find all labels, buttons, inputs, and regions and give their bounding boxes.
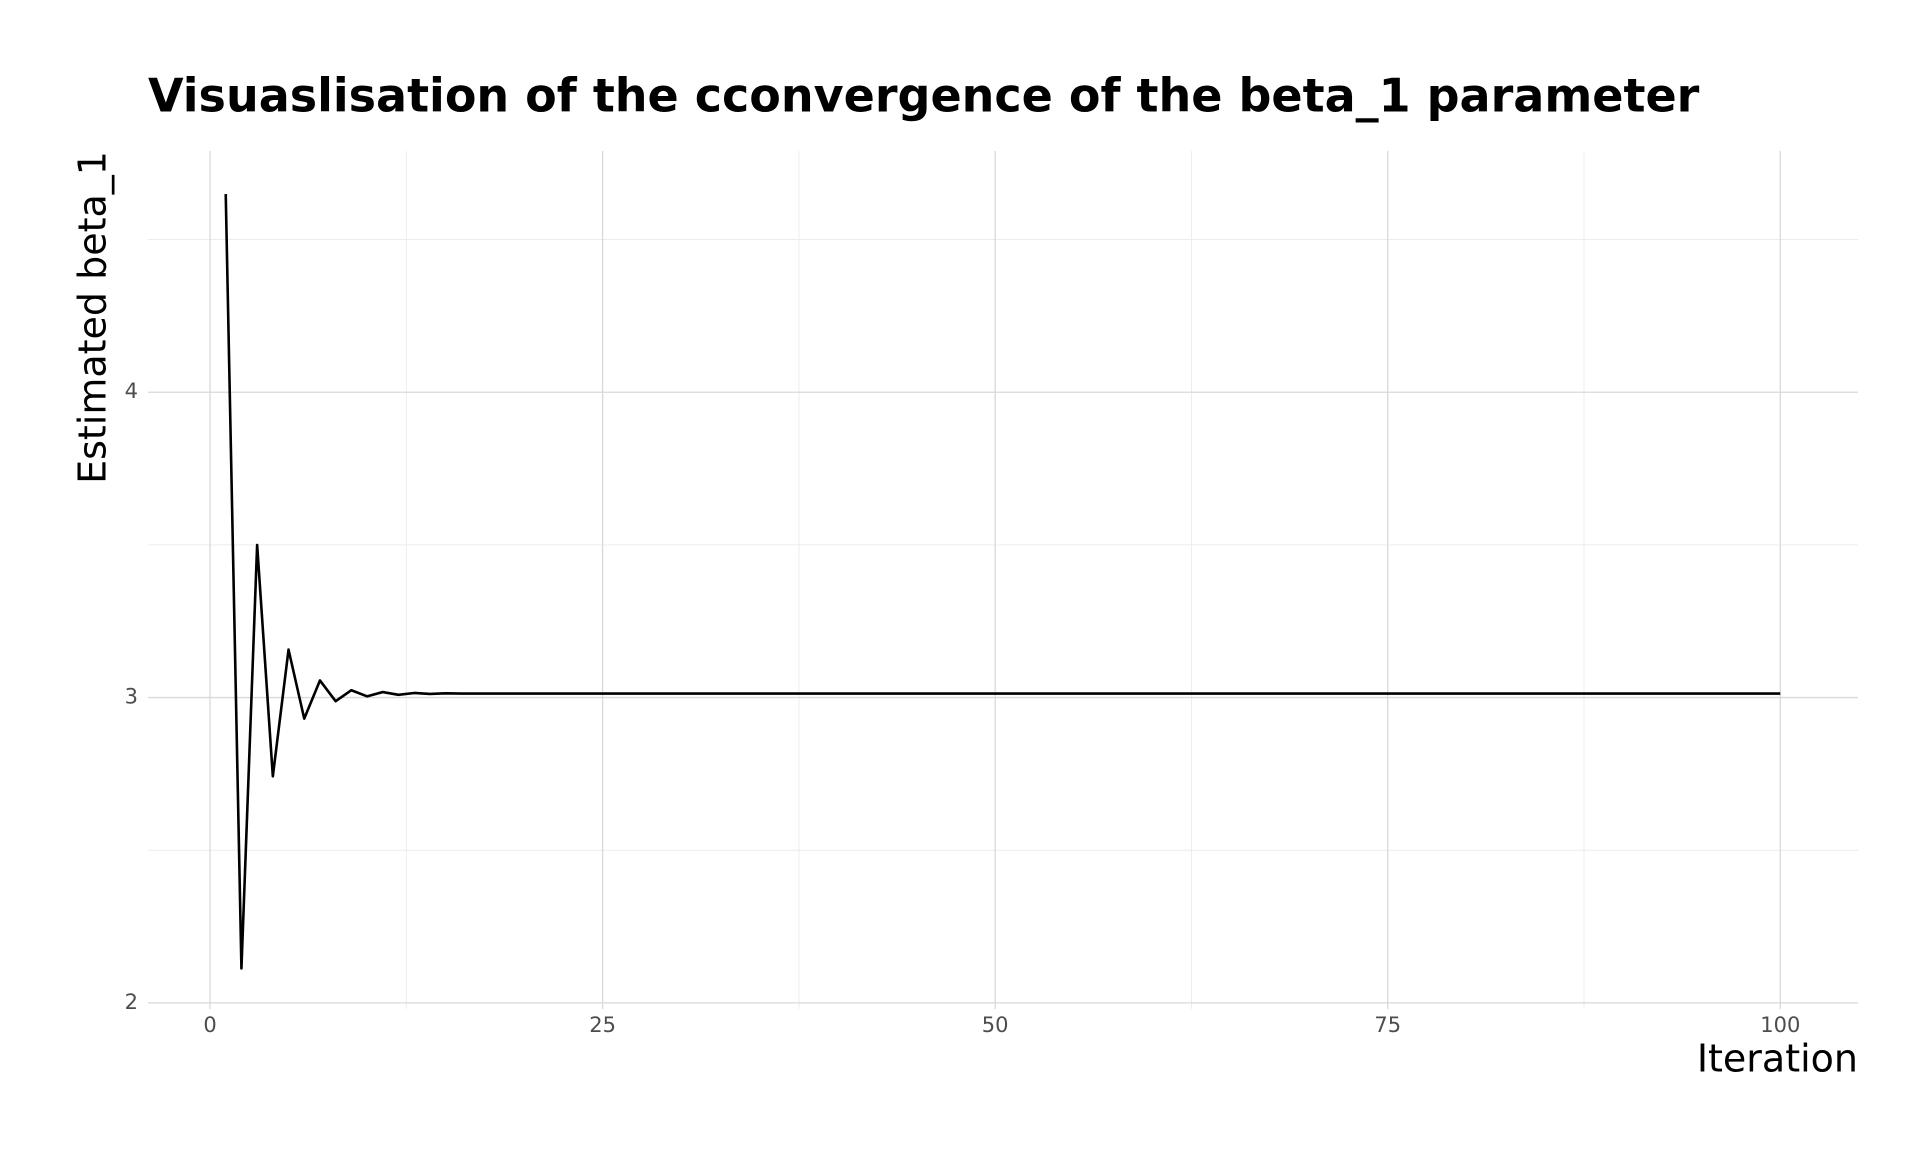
x-tick-label: 0 (203, 1013, 216, 1037)
y-tick-label: 4 (125, 379, 138, 403)
x-tick-label: 50 (982, 1013, 1009, 1037)
x-tick-label: 75 (1374, 1013, 1401, 1037)
y-tick-label: 2 (125, 990, 138, 1014)
data-line (224, 194, 1781, 970)
y-axis-title: Estimated beta_1 (71, 151, 115, 484)
x-tick-label: 100 (1760, 1013, 1800, 1037)
chart-title: Visuaslisation of the cconvergence of th… (148, 69, 1700, 123)
x-tick-label: 25 (589, 1013, 616, 1037)
x-axis-title: Iteration (1697, 1037, 1858, 1081)
y-tick-label: 3 (125, 685, 138, 709)
